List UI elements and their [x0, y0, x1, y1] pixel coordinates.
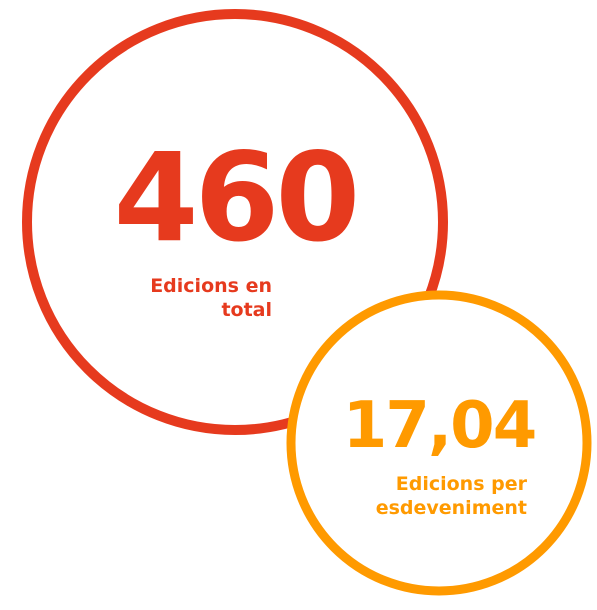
orange-circle — [286, 290, 592, 596]
stat-label: esdeveniment — [376, 497, 527, 519]
stat-label: total — [221, 299, 272, 321]
stat-label: Edicions per — [396, 473, 528, 495]
stat-value: 460 — [114, 127, 357, 269]
stat-label: Edicions en — [150, 275, 272, 297]
red-circle — [22, 9, 448, 435]
stat-value: 17,04 — [343, 389, 535, 463]
